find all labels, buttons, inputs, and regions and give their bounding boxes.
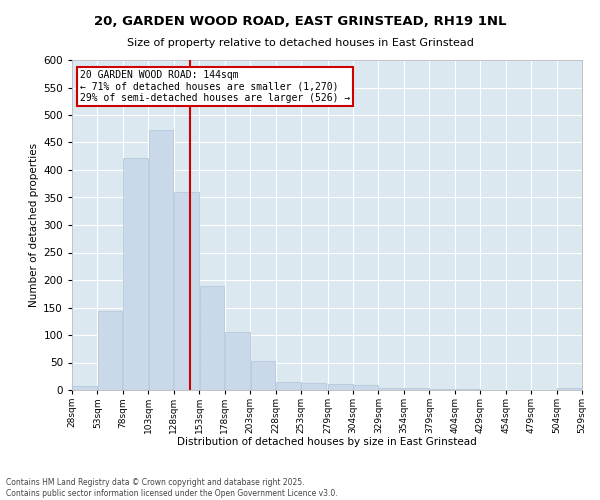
- Bar: [124, 158, 148, 390]
- Bar: [353, 385, 378, 390]
- Bar: [251, 362, 275, 390]
- Bar: [328, 384, 353, 390]
- Bar: [276, 382, 301, 390]
- Bar: [301, 384, 326, 390]
- Y-axis label: Number of detached properties: Number of detached properties: [29, 143, 39, 307]
- Text: 20, GARDEN WOOD ROAD, EAST GRINSTEAD, RH19 1NL: 20, GARDEN WOOD ROAD, EAST GRINSTEAD, RH…: [94, 15, 506, 28]
- Bar: [379, 388, 403, 390]
- Bar: [174, 192, 199, 390]
- Bar: [149, 130, 173, 390]
- Bar: [98, 312, 122, 390]
- Text: 20 GARDEN WOOD ROAD: 144sqm
← 71% of detached houses are smaller (1,270)
29% of : 20 GARDEN WOOD ROAD: 144sqm ← 71% of det…: [80, 70, 350, 103]
- Bar: [404, 388, 429, 390]
- Text: Contains HM Land Registry data © Crown copyright and database right 2025.
Contai: Contains HM Land Registry data © Crown c…: [6, 478, 338, 498]
- Text: Size of property relative to detached houses in East Grinstead: Size of property relative to detached ho…: [127, 38, 473, 48]
- Bar: [557, 388, 581, 390]
- Bar: [200, 286, 224, 390]
- X-axis label: Distribution of detached houses by size in East Grinstead: Distribution of detached houses by size …: [177, 438, 477, 448]
- Bar: [73, 386, 97, 390]
- Bar: [430, 389, 454, 390]
- Bar: [225, 332, 250, 390]
